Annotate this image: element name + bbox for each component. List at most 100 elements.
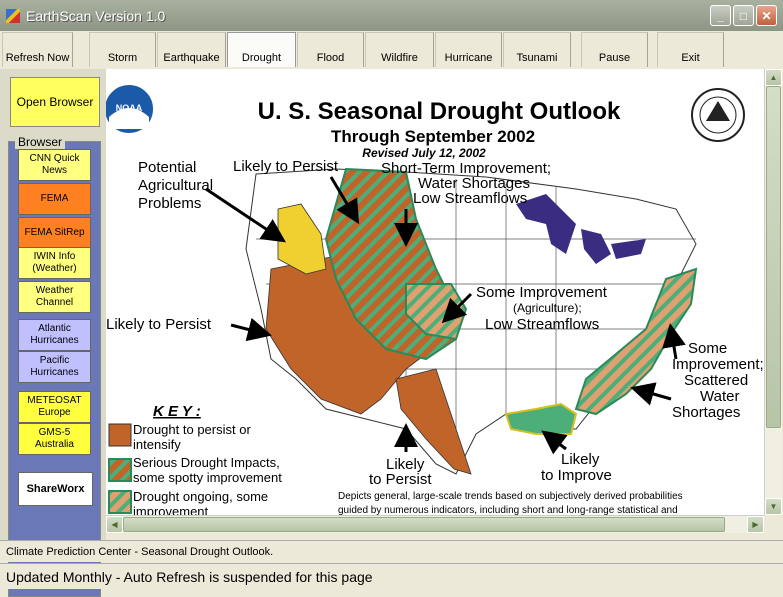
improve-area — [504, 402, 578, 435]
vertical-scroll-thumb[interactable] — [766, 86, 781, 428]
scroll-left-button[interactable]: ◀ — [106, 516, 123, 533]
map-label: Agricultural — [138, 177, 213, 194]
cnn-quick-news-button[interactable]: CNN Quick News — [18, 149, 91, 181]
map-label: Likely to Persist — [233, 158, 339, 175]
toolbar: Refresh Now Storm Earthquake Drought Flo… — [0, 31, 783, 69]
map-label: to Improve — [541, 467, 612, 484]
earthquake-button[interactable]: Earthquake — [157, 32, 226, 67]
commerce-seal — [691, 88, 745, 142]
status-refresh-info: Updated Monthly - Auto Refresh is suspen… — [0, 563, 783, 589]
drought-map: NOAA U. S. Seasonal Drought Outlook Thro… — [106, 83, 764, 515]
map-label: intensify — [133, 437, 181, 452]
iwin-info-button[interactable]: IWIN Info (Weather) — [18, 247, 91, 279]
map-label: Improvement; — [672, 356, 764, 373]
map-shape — [630, 382, 672, 406]
map-shape — [541, 430, 568, 455]
map-label: improvement — [133, 504, 209, 515]
open-browser-button[interactable]: Open Browser — [10, 77, 100, 127]
agri-problems-area — [277, 203, 327, 275]
map-label: Water — [700, 388, 739, 405]
storm-button[interactable]: Storm — [89, 32, 156, 67]
map-shape — [699, 96, 737, 134]
map-shape — [662, 323, 686, 360]
map-viewport: NOAA U. S. Seasonal Drought Outlook Thro… — [106, 69, 764, 515]
footnote-line-2: guided by numerous indicators, including… — [338, 505, 678, 515]
map-label: Likely to Persist — [106, 316, 212, 333]
chevron-left-icon: ◀ — [111, 520, 118, 529]
striped-east — [574, 267, 698, 416]
minimize-button[interactable]: _ — [710, 5, 731, 26]
map-label: Low Streamflows — [413, 190, 527, 207]
weather-channel-button[interactable]: Weather Channel — [18, 281, 91, 313]
map-shape — [109, 108, 149, 129]
chevron-right-icon: ▶ — [752, 520, 759, 529]
browser-group: Browser CNN Quick News FEMA FEMA SitRep … — [8, 135, 101, 597]
key-swatch-persist — [108, 423, 132, 447]
map-title: U. S. Seasonal Drought Outlook — [258, 98, 621, 125]
refresh-now-button[interactable]: Refresh Now — [2, 32, 73, 67]
map-label: (Agriculture); — [513, 301, 582, 315]
map-label: Water Shortages — [418, 175, 530, 192]
map-label: Potential — [138, 159, 196, 176]
browser-group-label: Browser — [15, 135, 66, 149]
map-label: to Persist — [369, 471, 432, 488]
map-shape — [706, 101, 730, 121]
close-icon: ✕ — [761, 8, 772, 23]
map-revised: Revised July 12, 2002 — [362, 146, 486, 160]
map-label: Shortages — [672, 404, 740, 421]
map-label: Low Streamflows — [485, 316, 599, 333]
exit-button[interactable]: Exit — [657, 32, 724, 67]
pause-button[interactable]: Pause — [581, 32, 648, 67]
status-description: Climate Prediction Center - Seasonal Dro… — [0, 540, 783, 562]
hurricane-button[interactable]: Hurricane — [435, 32, 502, 67]
sidebar: Open Browser Browser CNN Quick News FEMA… — [0, 69, 106, 597]
vertical-scrollbar[interactable]: ▲ ▼ — [764, 69, 782, 515]
gms5-australia-button[interactable]: GMS-5 Australia — [18, 423, 91, 455]
horizontal-scroll-thumb[interactable] — [123, 517, 725, 532]
wildfire-button[interactable]: Wildfire — [365, 32, 434, 67]
key-swatch-serious — [108, 458, 132, 482]
key-item-serious: Serious Drought Impacts, — [133, 455, 280, 470]
title-bar: EarthScan Version 1.0 _ □ ✕ — [0, 0, 783, 31]
key-title: K E Y : — [153, 403, 201, 420]
map-label: Scattered — [684, 372, 748, 389]
map-label: Likely — [561, 451, 600, 468]
key-swatch-ongoing — [108, 490, 132, 514]
maximize-button[interactable]: □ — [733, 5, 754, 26]
footnote-line-1: Depicts general, large-scale trends base… — [338, 491, 683, 502]
meteosat-europe-button[interactable]: METEOSAT Europe — [18, 391, 91, 423]
map-subtitle: Through September 2002 — [331, 127, 535, 146]
drought-button[interactable]: Drought — [227, 32, 296, 67]
scroll-down-button[interactable]: ▼ — [765, 498, 782, 515]
tsunami-button[interactable]: Tsunami — [503, 32, 571, 67]
fema-button[interactable]: FEMA — [18, 183, 91, 215]
atlantic-hurricanes-button[interactable]: Atlantic Hurricanes — [18, 319, 91, 351]
map-label: some spotty improvement — [133, 470, 282, 485]
pacific-hurricanes-button[interactable]: Pacific Hurricanes — [18, 351, 91, 383]
scroll-up-button[interactable]: ▲ — [765, 69, 782, 86]
flood-button[interactable]: Flood — [297, 32, 364, 67]
shareworx-button[interactable]: ShareWorx — [18, 472, 93, 506]
key-item-ongoing: Drought ongoing, some — [133, 489, 268, 504]
map-label: Some Improvement — [476, 284, 608, 301]
chevron-up-icon: ▲ — [769, 73, 778, 82]
map-label: Some — [688, 340, 727, 357]
app-icon — [6, 8, 20, 23]
map-shape — [441, 292, 473, 324]
minimize-icon: _ — [717, 8, 724, 23]
map-shape — [205, 187, 286, 243]
scroll-right-button[interactable]: ▶ — [747, 516, 764, 533]
fema-sitrep-button[interactable]: FEMA SitRep — [18, 217, 91, 249]
window-title: EarthScan Version 1.0 — [26, 7, 166, 24]
persist-texas — [395, 368, 472, 475]
map-shape — [329, 176, 360, 225]
chevron-down-icon: ▼ — [769, 502, 778, 511]
noaa-logo: NOAA — [106, 83, 155, 135]
maximize-icon: □ — [739, 8, 748, 23]
map-label: Problems — [138, 195, 201, 212]
horizontal-scrollbar[interactable]: ◀ ▶ — [106, 515, 764, 533]
map-label: NOAA — [116, 103, 143, 113]
close-button[interactable]: ✕ — [756, 5, 777, 26]
key-item-persist: Drought to persist or — [133, 422, 251, 437]
map-label: Short-Term Improvement; — [381, 160, 551, 177]
